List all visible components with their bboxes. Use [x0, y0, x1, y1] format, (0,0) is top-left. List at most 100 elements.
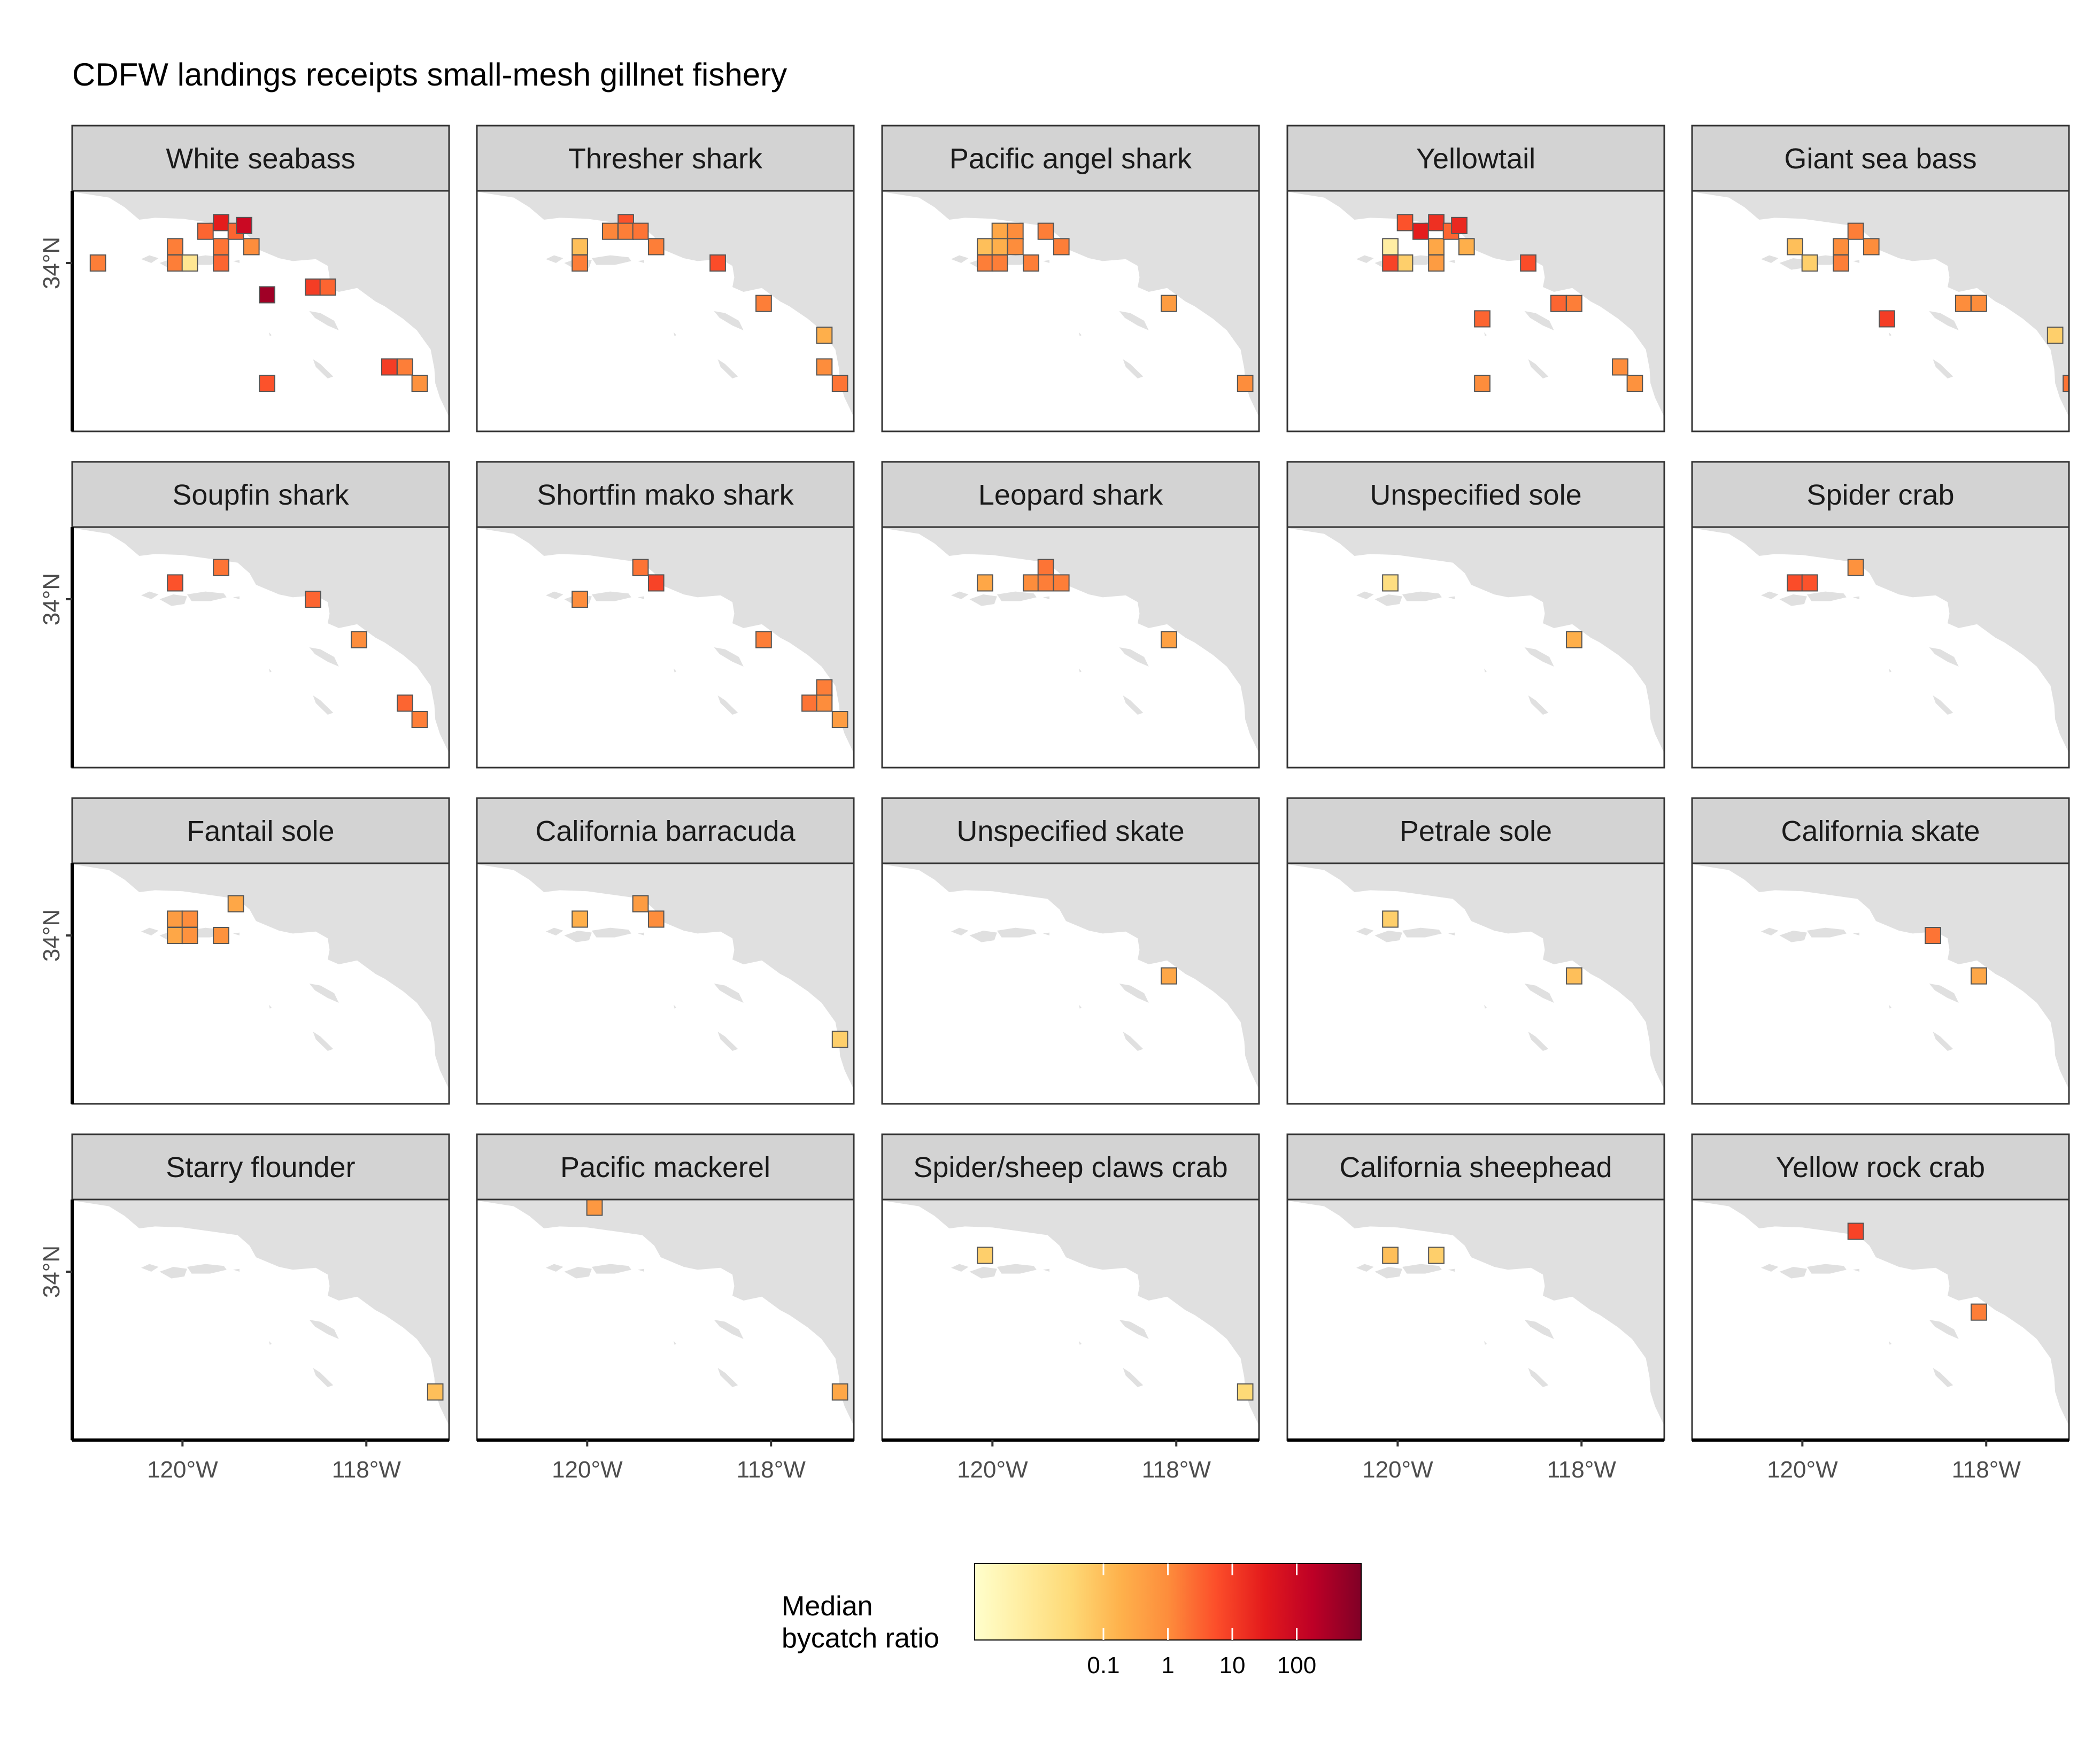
grid-cell: [816, 694, 833, 712]
facet-title: Spider/sheep claws crab: [913, 1151, 1227, 1183]
panel-border: [1286, 862, 1665, 1105]
facet-strip: [71, 1133, 450, 1201]
island: [1761, 1264, 1779, 1272]
map-content: [1287, 527, 1664, 753]
grid-cell: [1971, 295, 1987, 312]
island: [1374, 594, 1402, 606]
island: [637, 932, 644, 935]
grid-cell: [1863, 238, 1880, 256]
grid-cell: [816, 679, 833, 697]
island: [1761, 591, 1779, 599]
colorbar-tick-label: 10: [1219, 1652, 1246, 1678]
facet-panel: Yellowtail: [1286, 125, 1665, 432]
grid-cell: [1396, 214, 1414, 231]
facet-strip: [881, 125, 1260, 192]
grid-cell: [755, 295, 772, 312]
panel-border: [881, 862, 1260, 1105]
facet-strip: [476, 1133, 855, 1201]
grid-cell: [1007, 222, 1024, 240]
mainland: [1287, 863, 1664, 1089]
mainland: [882, 191, 1259, 417]
island: [1448, 1268, 1455, 1272]
island: [969, 594, 997, 606]
island: [1042, 932, 1049, 935]
grid-cell: [1037, 222, 1054, 240]
grid-cell: [227, 895, 244, 912]
grid-cell: [1520, 254, 1536, 272]
facet-strip: [1286, 1133, 1665, 1201]
grid-cell: [1626, 375, 1643, 392]
island: [1123, 359, 1144, 378]
map-content: [72, 527, 449, 753]
grid-cell: [167, 910, 183, 928]
map-area: 34°N: [38, 190, 450, 432]
grid-cell: [602, 222, 619, 240]
grid-cell: [977, 238, 993, 256]
island: [1933, 1368, 1953, 1387]
grid-cell: [1787, 574, 1803, 592]
panel-border: [1691, 526, 2070, 769]
map-area: [1691, 862, 2070, 1105]
island: [1356, 591, 1374, 599]
island: [1852, 932, 1859, 935]
grid-cell: [1053, 238, 1070, 256]
island: [233, 932, 240, 935]
grid-cell: [319, 278, 336, 296]
colorbar: [974, 1563, 1362, 1641]
island: [714, 647, 744, 667]
island: [717, 695, 738, 715]
map-content: [477, 191, 854, 417]
island: [1123, 1368, 1144, 1387]
island: [1524, 1320, 1554, 1339]
mainland: [477, 191, 854, 417]
island: [637, 596, 644, 599]
island: [1119, 1320, 1149, 1339]
island: [1119, 984, 1149, 1003]
grid-cell: [351, 631, 367, 648]
facet-strip: [1286, 797, 1665, 864]
grid-cell: [572, 591, 588, 608]
facet-panel: Thresher shark: [476, 125, 855, 432]
island: [717, 1032, 738, 1051]
grid-cell: [1550, 295, 1567, 312]
grid-cell: [1037, 574, 1054, 592]
grid-cell: [427, 1383, 444, 1401]
map-area: 34°N: [38, 526, 450, 769]
grid-cell: [1037, 559, 1054, 576]
map-content: [882, 191, 1259, 417]
island: [1402, 927, 1442, 938]
grid-cell: [1612, 358, 1628, 376]
grid-cell: [1161, 967, 1177, 985]
grid-cell: [213, 214, 229, 231]
island: [591, 1264, 631, 1274]
island: [269, 1341, 272, 1345]
panel-border: [1691, 190, 2070, 432]
island: [1079, 1004, 1082, 1009]
island: [1356, 927, 1374, 935]
island: [1524, 647, 1554, 667]
island: [187, 1264, 227, 1274]
grid-cell: [1566, 295, 1582, 312]
mainland: [882, 863, 1259, 1089]
grid-cell: [1451, 216, 1468, 234]
map-content: [882, 527, 1259, 753]
grid-cell: [1879, 310, 1895, 328]
grid-cell: [632, 895, 649, 912]
page-title: CDFW landings receipts small-mesh gillne…: [72, 57, 787, 92]
grid-cell: [305, 278, 321, 296]
facet-panel: California barracuda: [476, 797, 855, 1105]
map-area: [881, 526, 1260, 769]
island: [1806, 927, 1847, 938]
grid-cell: [632, 559, 649, 576]
mainland: [1692, 1200, 2069, 1426]
map-area: [476, 190, 855, 432]
island: [309, 1320, 339, 1339]
grid-cell: [831, 1031, 848, 1048]
facet-panel: Soupfin shark 34°N: [38, 461, 450, 769]
island: [717, 1368, 738, 1387]
island: [1929, 647, 1959, 667]
grid-cell: [167, 254, 183, 272]
island: [1933, 1032, 1953, 1051]
facet-title: Giant sea bass: [1784, 143, 1976, 175]
